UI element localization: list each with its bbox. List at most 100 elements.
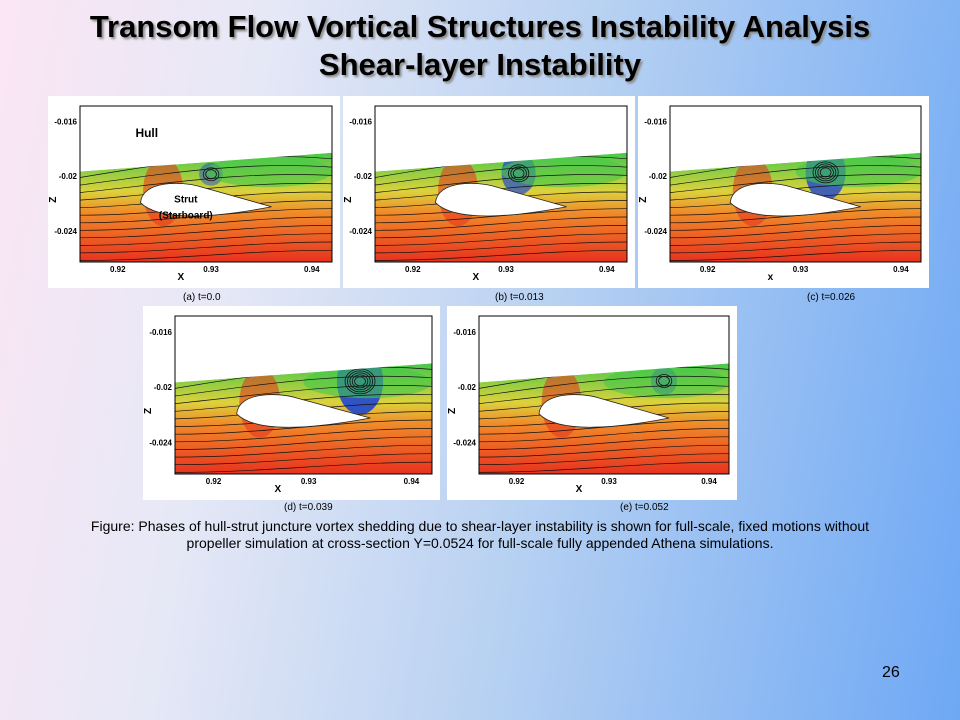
streamline [479,453,729,466]
streamline [479,444,729,458]
panel-caption-a: (a) t=0.0 [183,292,221,303]
figure-caption: Figure: Phases of hull-strut juncture vo… [30,518,930,552]
page-number: 26 [882,664,900,681]
z-tick-label: -0.02 [458,383,477,392]
flow-panel-c: -0.016 -0.02 -0.024 Z 0.92 0.93 0.94 x [638,96,929,288]
streamline [479,461,729,473]
x-tick-label: 0.94 [893,265,909,274]
x-tick-label: 0.93 [793,265,809,274]
flow-panel-a: -0.016 -0.02 -0.024 Z 0.92 0.93 0.94 X Hull Strut… [48,96,340,288]
z-axis-label: Z [447,408,458,414]
streamline [375,225,627,239]
z-axis-label: Z [638,197,649,203]
vortex-ring [510,166,527,181]
x-tick-label: 0.92 [405,265,421,274]
streamline [375,216,627,231]
flow-field-d [175,316,432,474]
panel-caption-e: (e) t=0.052 [620,502,669,513]
streamline [375,174,627,193]
plot-frame [669,105,922,263]
streamline [670,216,921,231]
z-axis-label: Z [143,408,154,414]
x-axis-label: X [576,484,583,495]
contour-plot-e: -0.016 -0.02 -0.024 Z 0.92 0.93 0.94 X [447,315,730,495]
vortex-ring [347,370,374,393]
z-tick-label: -0.02 [649,172,668,181]
streamline [670,233,921,246]
contour-plot-a: -0.016 -0.02 -0.024 Z 0.92 0.93 0.94 X Hull Strut… [48,105,333,283]
vortex-ring [819,167,832,178]
x-tick-label: 0.94 [404,477,420,486]
streamline [80,241,332,254]
streamline [175,444,432,458]
vortex-ring [658,376,670,386]
streamline [80,216,332,231]
x-tick-label: 0.94 [701,477,717,486]
x-axis-label: X [177,272,184,283]
flow-field-c [670,106,921,262]
streamline [479,385,729,404]
z-axis-label: Z [48,197,59,203]
z-tick-label: -0.024 [149,438,172,447]
title-line-1: Transom Flow Vortical Structures Instabi… [89,9,871,44]
streamline [80,249,332,261]
streamline [175,428,432,443]
hull-annotation: Hull [135,126,158,140]
flow-field-e [479,316,729,474]
x-tick-label: 0.93 [498,265,514,274]
vortex-ring [349,372,371,391]
streamline [375,165,627,186]
hull-region [175,316,432,383]
vortex-ring [817,165,834,180]
vortex-ring [512,168,525,179]
x-tick-label: 0.93 [301,477,317,486]
vortex-ring [202,167,220,182]
contour-plot-b: -0.016 -0.02 -0.024 Z 0.92 0.93 0.94 X [343,105,628,283]
strut-shape [729,182,861,217]
streamline [175,385,432,404]
streamline [670,174,921,193]
flow-field-a [80,106,332,262]
z-tick-label: -0.016 [349,118,372,127]
plot-frame [374,105,628,263]
z-tick-label: -0.016 [453,328,476,337]
streamline [479,428,729,443]
hull-region [80,106,332,172]
plot-frame [79,105,333,263]
x-tick-label: 0.93 [203,265,219,274]
z-tick-label: -0.024 [349,227,372,236]
x-tick-label: 0.92 [206,477,222,486]
strut-shape [435,182,567,217]
x-tick-label: 0.92 [509,477,525,486]
streamline [670,225,921,239]
streamline [479,375,729,397]
streamline [175,436,432,450]
vortex-ring [354,376,366,387]
x-tick-label: 0.92 [110,265,126,274]
z-tick-label: -0.024 [453,438,476,447]
strut-shape [236,394,371,428]
vortex-ring [344,368,376,395]
vortex-ring [205,169,217,180]
hull-region [375,106,627,172]
z-tick-label: -0.02 [154,383,173,392]
vortex-ring [812,161,839,184]
x-tick-label: 0.94 [599,265,615,274]
vortex-ring [815,163,837,182]
contour-plot-d: -0.016 -0.02 -0.024 Z 0.92 0.93 0.94 X [143,315,433,495]
vortex-ring [508,164,530,183]
panel-caption-b: (b) t=0.013 [495,292,544,303]
figure-caption-line-2: propeller simulation at cross-section Y=… [186,535,774,551]
title-line-2: Shear-layer Instability [318,47,642,82]
flow-panel-b: -0.016 -0.02 -0.024 Z 0.92 0.93 0.94 X [343,96,635,288]
x-axis-label: x [768,272,774,283]
contour-plot-c: -0.016 -0.02 -0.024 Z 0.92 0.93 0.94 x [638,105,922,283]
strut-shape [538,394,670,428]
z-tick-label: -0.016 [54,118,77,127]
streamline [80,225,332,239]
hull-region [670,106,921,172]
z-tick-label: -0.024 [54,227,77,236]
plot-frame [478,315,730,475]
panel-caption-d: (d) t=0.039 [284,502,333,513]
streamline [175,461,432,473]
